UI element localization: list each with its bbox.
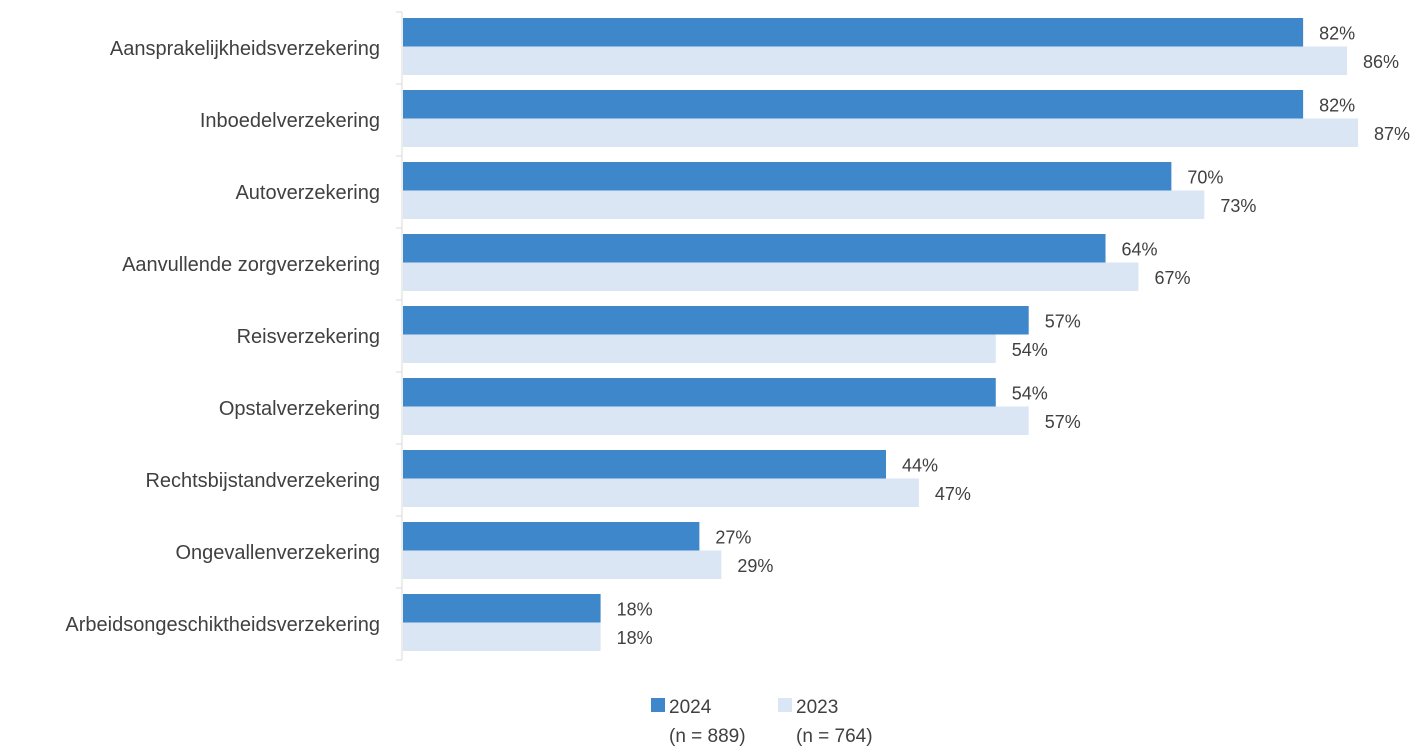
data-labels: 82% 86% 82% 87% 70% 73% 64% 67% 57% 54% 54% 57% 44% 4… <box>617 23 1410 648</box>
data-label-2024: 18% <box>617 599 653 619</box>
bar-2024 <box>403 378 996 407</box>
legend-sample-2024: (n = 889) <box>669 726 746 747</box>
category-label: Ongevallenverzekering <box>175 542 380 564</box>
bar-2023 <box>403 622 601 651</box>
data-label-2024: 57% <box>1045 311 1081 331</box>
category-label: Reisverzekering <box>237 326 380 348</box>
data-label-2024: 82% <box>1319 95 1355 115</box>
legend-sample-2023: (n = 764) <box>796 726 873 747</box>
bar-2024 <box>403 90 1304 119</box>
bar-2023 <box>403 478 919 507</box>
data-label-2023: 67% <box>1154 268 1190 288</box>
bar-2024 <box>403 18 1304 47</box>
data-label-2023: 86% <box>1363 52 1399 72</box>
bar-2024 <box>403 306 1029 335</box>
category-labels: Aansprakelijkheidsverzekering Inboedelver… <box>65 38 380 636</box>
data-label-2023: 18% <box>617 628 653 648</box>
bar-2023 <box>403 550 722 579</box>
bar-2023 <box>403 118 1358 147</box>
bar-2023 <box>403 334 996 363</box>
category-label: Rechtsbijstandverzekering <box>145 470 380 492</box>
category-label: Autoverzekering <box>235 182 380 204</box>
category-label: Aansprakelijkheidsverzekering <box>110 38 380 60</box>
data-label-2024: 70% <box>1187 167 1223 187</box>
bar-2023 <box>403 190 1205 219</box>
bar-2024 <box>403 450 886 479</box>
bar-2024 <box>403 234 1106 263</box>
category-label: Aanvullende zorgverzekering <box>122 254 380 276</box>
legend: 2024 (n = 889) 2023 (n = 764) <box>651 697 873 747</box>
bars <box>403 18 1358 651</box>
data-label-2024: 64% <box>1122 239 1158 259</box>
data-label-2024: 82% <box>1319 23 1355 43</box>
data-label-2024: 54% <box>1012 383 1048 403</box>
legend-swatch-2023 <box>778 698 792 712</box>
legend-label-2023: 2023 <box>796 697 838 718</box>
bar-2023 <box>403 262 1139 291</box>
axis <box>396 11 403 661</box>
data-label-2023: 73% <box>1220 196 1256 216</box>
bar-2023 <box>403 46 1348 75</box>
bar-2024 <box>403 162 1172 191</box>
bar-2024 <box>403 522 700 551</box>
data-label-2023: 47% <box>935 484 971 504</box>
bar-2024 <box>403 594 601 623</box>
data-label-2023: 57% <box>1045 412 1081 432</box>
data-label-2023: 87% <box>1374 124 1410 144</box>
data-label-2023: 54% <box>1012 340 1048 360</box>
category-label: Inboedelverzekering <box>200 110 380 132</box>
data-label-2024: 44% <box>902 455 938 475</box>
legend-swatch-2024 <box>651 698 665 712</box>
legend-label-2024: 2024 <box>669 697 712 718</box>
data-label-2023: 29% <box>737 556 773 576</box>
data-label-2024: 27% <box>715 527 751 547</box>
category-label: Arbeidsongeschiktheidsverzekering <box>65 614 380 636</box>
bar-2023 <box>403 406 1029 435</box>
category-label: Opstalverzekering <box>219 398 380 420</box>
